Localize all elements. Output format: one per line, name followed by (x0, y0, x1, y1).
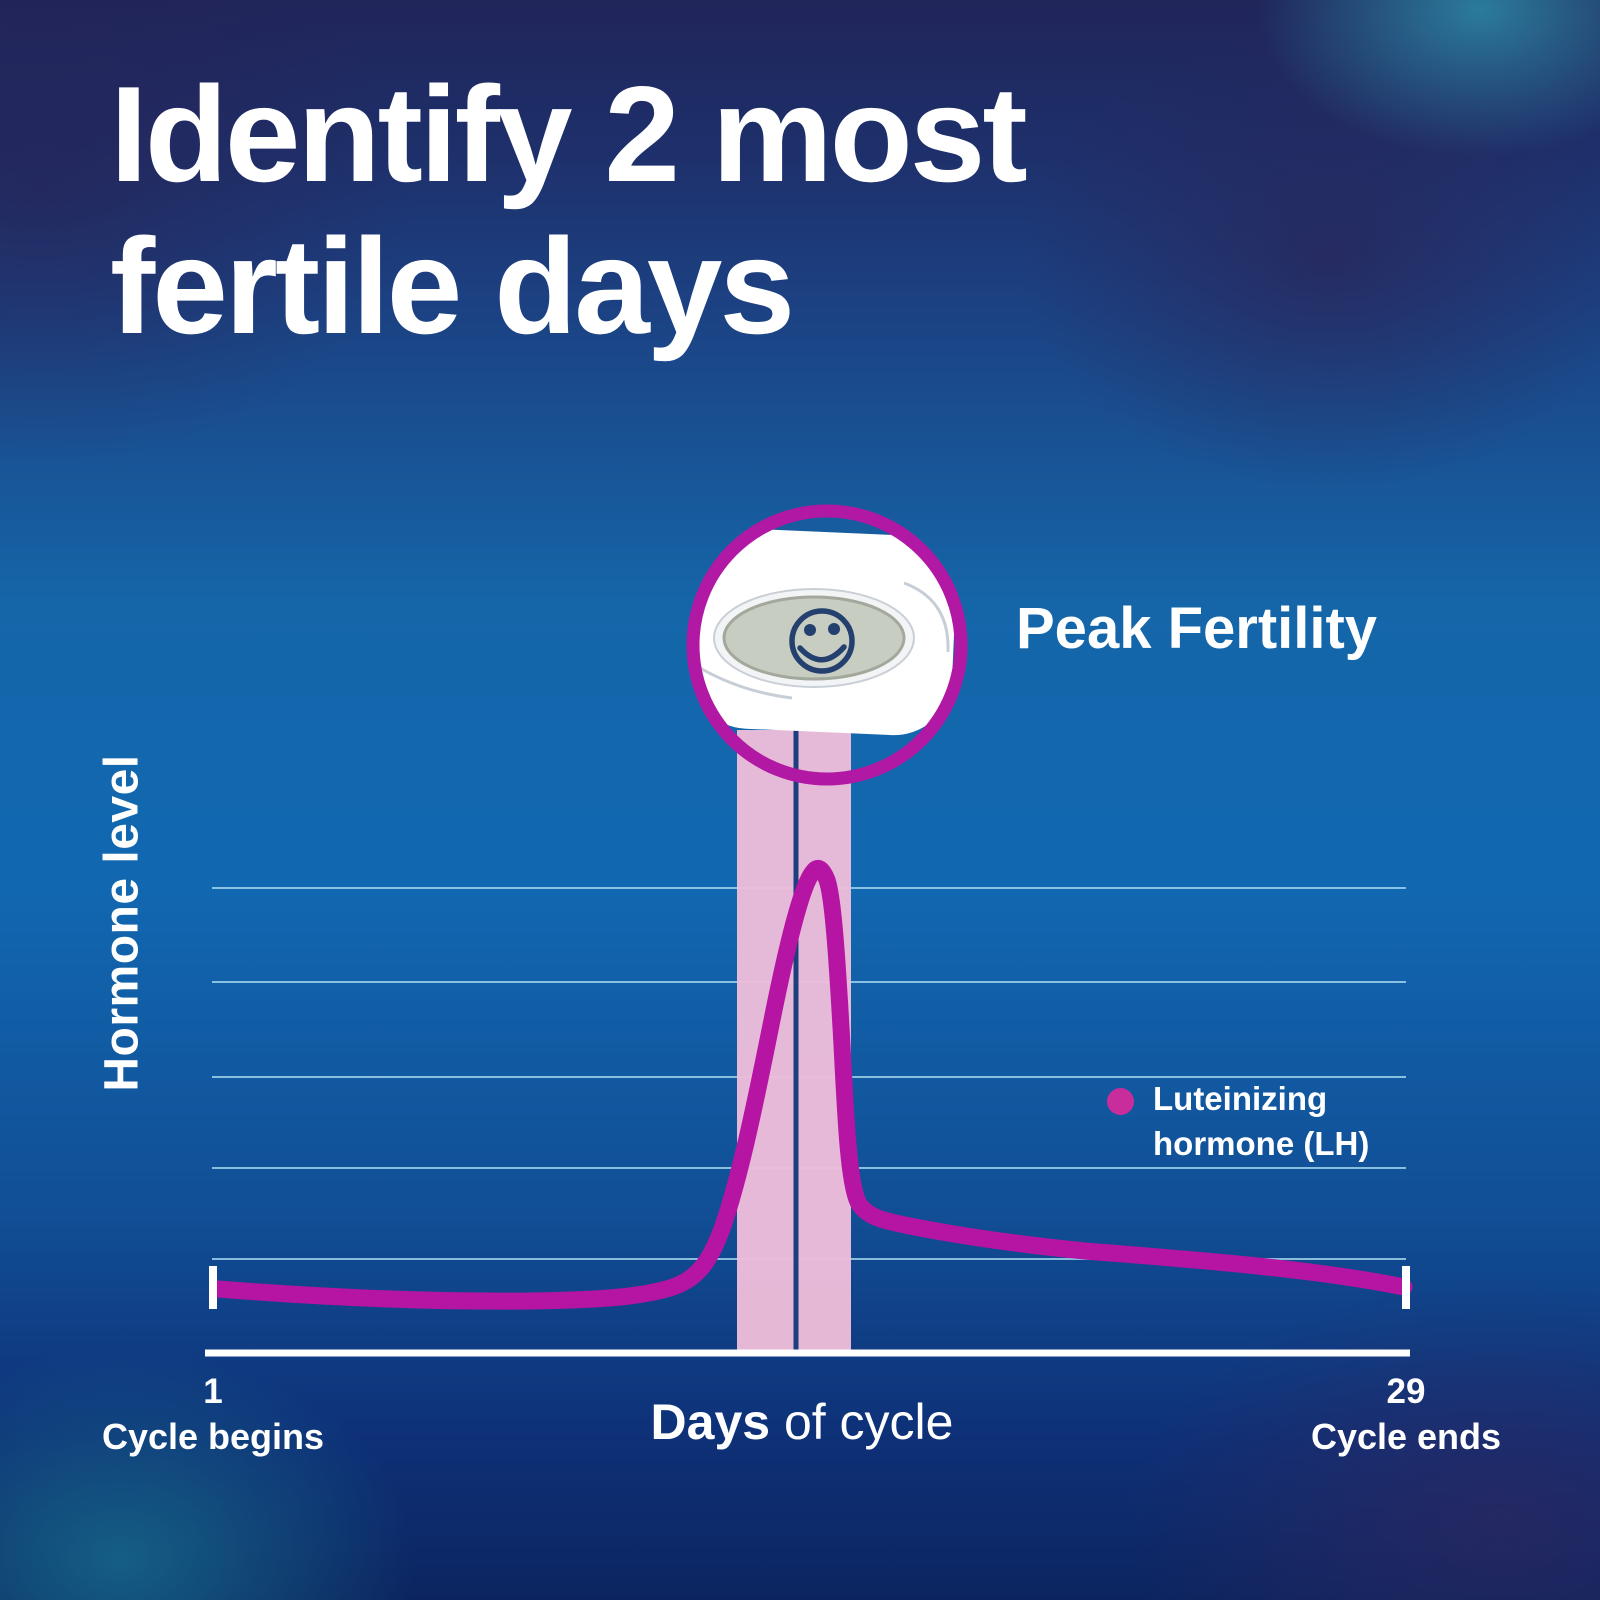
test-display-screen (722, 595, 906, 681)
x-end-tick-label: 29 (1386, 1372, 1426, 1411)
x-end-label: 29 Cycle ends (1311, 1374, 1501, 1455)
smiley-face-icon (789, 608, 855, 674)
peak-fertility-badge (686, 504, 968, 786)
x-axis-title-bold: Days (650, 1394, 771, 1450)
lh-legend-dot-icon (1107, 1088, 1134, 1115)
ovulation-test-device (699, 528, 955, 736)
x-start-tick-label: 1 (203, 1372, 223, 1411)
lh-legend-label: Luteinizing hormone (LH) (1153, 1076, 1369, 1166)
x-axis-title: Days of cycle (651, 1396, 954, 1448)
lh-legend-label-line2: hormone (LH) (1153, 1125, 1370, 1162)
title-line2: fertile days (110, 210, 795, 362)
x-start-label: 1 Cycle begins (102, 1374, 324, 1455)
x-start-caption: Cycle begins (101, 1416, 325, 1457)
lh-curve (209, 860, 1413, 1310)
lh-legend-label-line1: Luteinizing (1153, 1080, 1328, 1117)
test-seam-left (699, 666, 793, 700)
peak-fertility-label: Peak Fertility (1016, 596, 1378, 661)
x-end-caption: Cycle ends (1310, 1416, 1502, 1457)
title-line1: Identify 2 most (110, 58, 1028, 210)
page-title: Identify 2 most fertile days (110, 58, 1028, 362)
badge-ring (686, 504, 968, 786)
x-axis-title-rest: of cycle (770, 1394, 954, 1450)
lh-legend: Luteinizing hormone (LH) (1107, 1076, 1369, 1166)
test-seam-right (903, 581, 950, 653)
